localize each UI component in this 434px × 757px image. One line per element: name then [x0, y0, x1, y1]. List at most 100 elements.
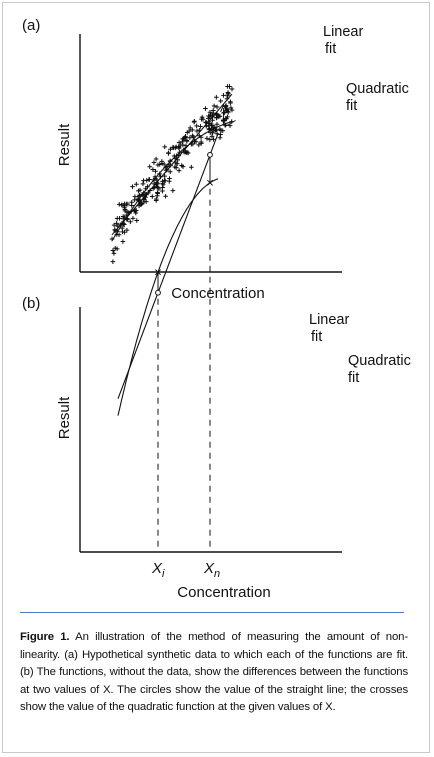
caption-lead: Figure 1.: [20, 631, 70, 643]
data-point: [114, 216, 120, 221]
x-axis-label: Concentration: [177, 584, 270, 601]
panel-label: (b): [22, 295, 40, 312]
data-point: [204, 136, 210, 141]
data-point: [199, 114, 205, 120]
data-point: [153, 156, 159, 162]
data-point: [170, 188, 176, 193]
data-point: [147, 164, 153, 170]
data-point: [111, 251, 117, 256]
data-point: [116, 232, 122, 238]
data-point: [162, 178, 168, 184]
data-point: [138, 202, 144, 208]
data-point: [190, 127, 195, 133]
data-point: [176, 140, 182, 145]
data-point: [139, 201, 144, 207]
data-point: [180, 164, 186, 169]
linear-value-marker: [207, 151, 213, 158]
figure-charts: (a)ConcentrationResultLinearfitQuadratic…: [22, 17, 411, 601]
data-point: [125, 201, 131, 207]
data-point: [194, 128, 200, 134]
data-point: [167, 169, 173, 175]
data-point: [214, 121, 220, 127]
data-point: [225, 93, 230, 99]
data-point: [124, 227, 130, 233]
data-point: [184, 138, 190, 144]
data-point: [168, 146, 173, 152]
figure-caption: Figure 1. An illustration of the method …: [20, 629, 408, 717]
data-point: [155, 185, 160, 190]
label-leader: [225, 120, 236, 127]
data-point: [157, 162, 163, 167]
data-point: [130, 184, 135, 189]
linear-fit-line: [117, 133, 219, 399]
quadratic-value-marker: [155, 269, 161, 276]
data-point: [120, 216, 126, 222]
data-point: [229, 86, 235, 92]
data-point: [221, 93, 226, 98]
data-point: [134, 181, 139, 187]
data-point: [217, 113, 223, 119]
data-point: [111, 222, 117, 228]
linear-fit-label: fit: [311, 329, 322, 345]
data-point: [180, 139, 185, 145]
data-point: [119, 225, 125, 231]
data-point: [207, 137, 213, 142]
data-point: [125, 217, 130, 222]
data-point: [151, 160, 157, 165]
linear-fit-label: Linear: [309, 312, 349, 328]
data-point: [209, 134, 215, 139]
data-point: [140, 181, 146, 187]
data-point: [181, 136, 187, 142]
data-point: [211, 103, 217, 109]
data-point: [191, 119, 197, 125]
data-point: [149, 194, 155, 199]
data-point: [154, 196, 159, 202]
data-point: [153, 168, 158, 174]
data-point: [189, 164, 194, 170]
data-point: [196, 142, 202, 148]
data-point: [147, 177, 152, 182]
data-point: [223, 116, 229, 121]
data-point: [207, 114, 213, 120]
data-point: [198, 124, 203, 129]
x-tick-label: Xn: [203, 560, 220, 580]
linear-fit-label: Linear: [323, 24, 363, 40]
data-point: [132, 197, 137, 203]
panel-a: (a)ConcentrationResultLinearfitQuadratic…: [22, 17, 409, 302]
data-point: [155, 190, 160, 195]
data-point: [129, 203, 134, 208]
data-point: [227, 84, 232, 89]
data-point: [214, 94, 219, 100]
data-point: [225, 91, 231, 96]
data-point: [130, 216, 136, 221]
linear-fit-label: fit: [325, 41, 336, 57]
data-point: [194, 123, 199, 129]
data-point: [213, 128, 218, 133]
data-point: [210, 108, 216, 113]
data-point: [143, 199, 149, 204]
data-point: [137, 193, 142, 198]
data-point: [144, 178, 150, 183]
data-point: [187, 125, 193, 131]
data-point: [159, 159, 165, 164]
data-point: [166, 179, 172, 184]
linear-value-marker: [155, 289, 161, 296]
panel-label: (a): [22, 17, 40, 34]
caption-divider: [20, 612, 404, 613]
data-point: [228, 105, 234, 111]
data-point: [209, 123, 214, 128]
data-point: [120, 202, 126, 208]
data-point: [190, 141, 196, 147]
data-point: [134, 218, 140, 223]
data-point: [170, 145, 176, 150]
data-point: [122, 229, 127, 235]
data-point: [122, 205, 127, 211]
data-point: [187, 135, 193, 141]
data-point: [207, 109, 213, 115]
data-point: [161, 161, 167, 167]
data-point: [203, 106, 208, 111]
data-point: [132, 208, 138, 214]
quadratic-value-marker: [207, 179, 213, 186]
arrow-head: [220, 103, 228, 113]
data-point: [124, 209, 130, 215]
